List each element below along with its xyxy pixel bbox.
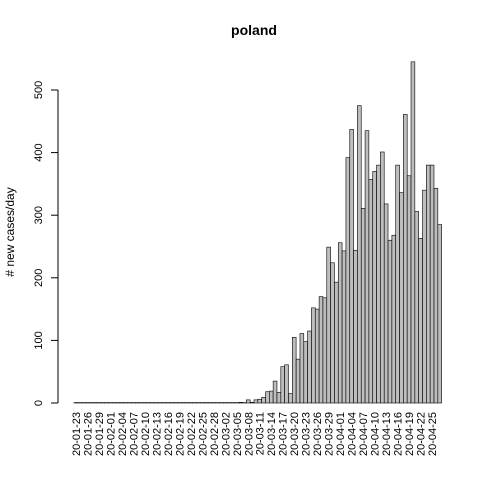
x-tick-label-20-02-22: 20-02-22 bbox=[186, 412, 198, 456]
x-tick-label-20-02-16: 20-02-16 bbox=[163, 412, 175, 456]
bar-20-04-04 bbox=[350, 129, 354, 403]
x-tick-label-20-02-25: 20-02-25 bbox=[197, 412, 209, 456]
bar-20-04-07 bbox=[361, 208, 365, 403]
bar-20-03-14 bbox=[269, 391, 273, 403]
x-tick-label-20-02-01: 20-02-01 bbox=[105, 412, 117, 456]
bar-20-03-08 bbox=[246, 400, 250, 403]
bar-20-03-06 bbox=[239, 402, 243, 403]
y-axis: 0 100 200 300 400 500 bbox=[33, 81, 58, 406]
bar-20-04-15 bbox=[392, 235, 396, 403]
bar-20-04-23 bbox=[423, 190, 427, 403]
bar-20-04-26 bbox=[434, 188, 438, 403]
bar-20-03-24 bbox=[308, 331, 312, 403]
bar-20-04-22 bbox=[419, 238, 423, 403]
x-tick-label-20-01-23: 20-01-23 bbox=[71, 412, 83, 456]
bar-20-04-06 bbox=[357, 106, 361, 403]
x-tick-label-20-04-22: 20-04-22 bbox=[416, 412, 428, 456]
bar-20-04-08 bbox=[365, 131, 369, 403]
x-tick-label-20-04-01: 20-04-01 bbox=[335, 412, 347, 456]
x-tick-label-20-04-13: 20-04-13 bbox=[381, 412, 393, 456]
x-tick-label-20-02-19: 20-02-19 bbox=[174, 412, 186, 456]
bar-20-04-09 bbox=[369, 180, 373, 403]
x-tick-label-20-03-20: 20-03-20 bbox=[289, 412, 301, 456]
x-tick-label-20-03-05: 20-03-05 bbox=[232, 412, 244, 456]
bar-20-03-21 bbox=[296, 359, 300, 403]
bar-20-04-12 bbox=[380, 152, 384, 403]
bar-20-03-19 bbox=[288, 394, 292, 403]
x-tick-label-20-03-02: 20-03-02 bbox=[220, 412, 232, 456]
bars-group bbox=[74, 62, 442, 403]
x-tick-label-20-03-23: 20-03-23 bbox=[301, 412, 313, 456]
bar-20-03-31 bbox=[334, 282, 338, 403]
bar-20-04-16 bbox=[396, 165, 400, 403]
bar-20-03-18 bbox=[285, 365, 289, 403]
bar-20-04-18 bbox=[403, 114, 407, 403]
y-tick-label-500: 500 bbox=[33, 81, 45, 99]
bar-20-03-09 bbox=[250, 402, 254, 403]
x-tick-label-20-02-28: 20-02-28 bbox=[209, 412, 221, 456]
bar-20-04-13 bbox=[384, 204, 388, 403]
bar-20-04-27 bbox=[438, 225, 442, 403]
bar-20-03-28 bbox=[323, 298, 327, 403]
bar-20-03-29 bbox=[327, 247, 331, 403]
bar-20-03-26 bbox=[315, 309, 319, 403]
x-tick-label-20-02-10: 20-02-10 bbox=[140, 412, 152, 456]
bar-20-04-17 bbox=[400, 193, 404, 403]
bar-20-04-19 bbox=[407, 176, 411, 403]
bar-20-03-25 bbox=[311, 308, 315, 403]
bar-20-03-12 bbox=[262, 397, 266, 403]
x-tick-label-20-04-07: 20-04-07 bbox=[358, 412, 370, 456]
bar-20-04-21 bbox=[415, 211, 419, 403]
x-tick-label-20-04-04: 20-04-04 bbox=[347, 412, 359, 456]
bar-20-04-11 bbox=[377, 165, 381, 403]
x-tick-label-20-02-04: 20-02-04 bbox=[117, 412, 129, 456]
bar-20-03-13 bbox=[266, 392, 270, 403]
chart-title: poland bbox=[231, 22, 277, 38]
y-tick-label-300: 300 bbox=[33, 206, 45, 224]
x-tick-label-20-01-26: 20-01-26 bbox=[82, 412, 94, 456]
x-tick-label-20-03-11: 20-03-11 bbox=[255, 412, 267, 455]
x-tick-label-20-04-10: 20-04-10 bbox=[370, 412, 382, 456]
x-tick-label-20-03-08: 20-03-08 bbox=[243, 412, 255, 456]
bar-20-03-23 bbox=[304, 342, 308, 403]
x-tick-label-20-04-19: 20-04-19 bbox=[404, 412, 416, 456]
bar-20-03-10 bbox=[254, 400, 258, 403]
x-tick-label-20-04-25: 20-04-25 bbox=[427, 412, 439, 456]
bar-20-04-25 bbox=[430, 165, 434, 403]
bar-20-04-01 bbox=[338, 243, 342, 403]
x-tick-label-20-01-29: 20-01-29 bbox=[94, 412, 106, 456]
x-tick-label-20-03-29: 20-03-29 bbox=[324, 412, 336, 456]
x-tick-label-20-03-17: 20-03-17 bbox=[278, 412, 290, 456]
bar-20-03-15 bbox=[273, 381, 277, 403]
x-tick-label-20-02-13: 20-02-13 bbox=[151, 412, 163, 456]
bar-20-03-17 bbox=[281, 367, 285, 403]
y-axis-label: # new cases/day bbox=[3, 187, 17, 276]
bar-20-03-22 bbox=[300, 334, 304, 403]
bar-20-04-03 bbox=[346, 158, 350, 403]
bar-20-04-05 bbox=[354, 250, 358, 403]
bar-20-04-24 bbox=[426, 165, 430, 403]
bar-20-03-27 bbox=[319, 297, 323, 403]
y-tick-label-200: 200 bbox=[33, 269, 45, 287]
y-tick-label-400: 400 bbox=[33, 143, 45, 161]
y-tick-label-0: 0 bbox=[33, 400, 45, 406]
bar-20-03-20 bbox=[292, 337, 296, 403]
y-tick-label-100: 100 bbox=[33, 331, 45, 349]
bar-20-03-11 bbox=[258, 399, 262, 403]
x-tick-label-20-02-07: 20-02-07 bbox=[128, 412, 140, 456]
bar-20-03-16 bbox=[277, 392, 281, 403]
x-tick-label-20-04-16: 20-04-16 bbox=[393, 412, 405, 456]
x-tick-label-20-03-14: 20-03-14 bbox=[266, 412, 278, 456]
bar-20-03-30 bbox=[331, 263, 335, 403]
x-tick-label-20-03-26: 20-03-26 bbox=[312, 412, 324, 456]
bar-20-04-02 bbox=[342, 251, 346, 403]
bar-20-04-20 bbox=[411, 62, 415, 403]
bar-20-04-10 bbox=[373, 171, 377, 403]
bar-20-04-14 bbox=[388, 240, 392, 403]
